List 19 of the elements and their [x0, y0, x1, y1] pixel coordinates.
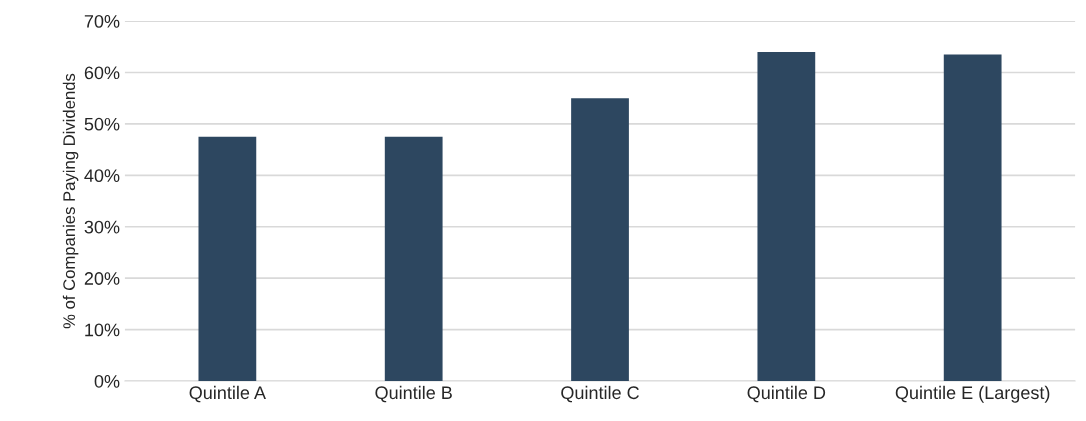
x-tick-label: Quintile B	[375, 385, 452, 403]
y-tick-label: 60%	[84, 66, 120, 80]
y-tick-label: 0%	[94, 374, 120, 388]
bar	[943, 54, 1002, 382]
x-tick-label: Quintile E (Largest)	[895, 385, 1050, 403]
y-tick-label: 10%	[85, 323, 120, 337]
x-tick-label: Quintile C	[561, 385, 639, 403]
y-tick-label: 40%	[84, 169, 120, 183]
bar	[198, 136, 257, 382]
x-tick-label: Quintile D	[747, 385, 826, 403]
y-tick-label: 50%	[84, 117, 120, 131]
y-tick-label: 30%	[84, 220, 120, 234]
x-tick-label: Quintile A	[189, 385, 266, 403]
y-axis-title: % of Companies Paying Dividends	[62, 73, 79, 329]
y-tick-label: 20%	[84, 272, 120, 285]
bar	[571, 98, 629, 382]
bar	[757, 51, 816, 382]
bar	[384, 136, 443, 382]
y-tick-label: 70%	[84, 14, 120, 28]
